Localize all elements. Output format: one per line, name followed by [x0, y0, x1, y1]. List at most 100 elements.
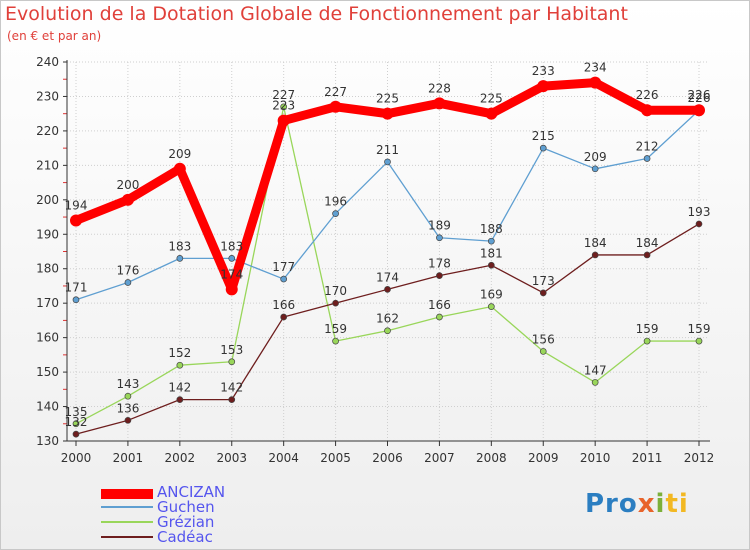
data-point-grézian [436, 313, 443, 321]
data-point-grézian [643, 337, 651, 345]
y-tick-label: 170 [36, 296, 59, 310]
data-label-grézian: 159 [324, 322, 347, 336]
legend-swatch [101, 489, 153, 499]
x-tick-label: 2004 [268, 451, 299, 465]
data-point-guchen [643, 155, 651, 162]
data-point-grézian [332, 337, 339, 345]
data-point-grézian [176, 361, 184, 369]
data-point-cadéac [280, 313, 288, 321]
data-point-cadéac [436, 272, 443, 279]
data-label-ancizan: 226 [688, 88, 711, 102]
data-point-ancizan [381, 107, 394, 120]
data-label-ancizan: 200 [116, 178, 139, 192]
data-label-cadéac: 184 [584, 236, 607, 250]
y-tick-label: 140 [36, 400, 59, 414]
data-point-ancizan [277, 114, 290, 127]
legend-swatch [101, 506, 153, 508]
data-point-cadéac [228, 396, 236, 404]
data-label-grézian: 162 [376, 312, 399, 326]
data-label-cadéac: 132 [65, 415, 88, 429]
x-tick-label: 2012 [684, 451, 715, 465]
data-point-guchen [539, 144, 547, 152]
data-point-cadéac [643, 251, 651, 259]
data-label-grézian: 143 [116, 377, 139, 391]
legend-swatch [101, 521, 153, 523]
data-label-ancizan: 225 [376, 92, 399, 106]
data-point-guchen [436, 234, 443, 242]
data-label-cadéac: 174 [376, 270, 399, 284]
data-label-ancizan: 194 [65, 198, 88, 212]
data-label-guchen: 176 [116, 264, 139, 278]
x-tick-label: 2000 [61, 451, 92, 465]
x-tick-label: 2006 [372, 451, 403, 465]
data-label-guchen: 177 [272, 260, 295, 274]
axes: 130 140 150 160 170 180 190 200 210 220 230 240 2000… [36, 55, 714, 465]
data-point-cadéac [124, 416, 132, 424]
data-label-grézian: 227 [272, 88, 295, 102]
data-point-guchen [124, 279, 132, 286]
legend-label: ANCIZAN [157, 483, 226, 501]
data-point-grézian [384, 327, 391, 335]
data-point-grézian [72, 420, 80, 428]
data-label-cadéac: 170 [324, 284, 347, 298]
line-chart: 130 140 150 160 170 180 190 200 210 220 230 240 2000… [36, 55, 714, 465]
x-tick-label: 2003 [216, 451, 247, 465]
data-point-grézian [695, 337, 703, 345]
data-label-guchen: 212 [636, 139, 659, 153]
data-point-grézian [539, 348, 547, 355]
data-label-grézian: 159 [688, 322, 711, 336]
data-label-cadéac: 166 [272, 298, 295, 312]
data-point-ancizan [641, 104, 654, 117]
y-tick-label: 160 [36, 331, 59, 345]
legend-label: Grézian [157, 513, 215, 531]
data-label-cadéac: 173 [532, 274, 555, 288]
data-label-guchen: 183 [220, 239, 243, 253]
data-point-ancizan [225, 283, 238, 296]
data-label-grézian: 135 [65, 405, 88, 419]
y-tick-label: 240 [36, 55, 59, 69]
data-label-guchen: 215 [532, 129, 555, 143]
data-point-ancizan [485, 107, 498, 120]
data-label-cadéac: 142 [168, 381, 191, 395]
data-point-ancizan [693, 104, 705, 117]
data-point-guchen [228, 255, 236, 262]
data-label-ancizan: 223 [272, 99, 295, 113]
legend-swatch [101, 536, 153, 538]
data-label-grézian: 153 [220, 343, 243, 357]
data-label-grézian: 147 [584, 363, 607, 377]
grid [67, 61, 708, 442]
data-point-guchen [72, 296, 80, 304]
data-label-ancizan: 234 [584, 61, 607, 75]
data-label-cadéac: 136 [116, 401, 139, 415]
data-label-ancizan: 174 [220, 267, 243, 281]
y-tick-label: 150 [36, 365, 59, 379]
data-label-ancizan: 228 [428, 81, 451, 95]
data-label-cadéac: 178 [428, 257, 451, 271]
chart-subtitle: (en € et par an) [7, 29, 102, 43]
data-point-ancizan [173, 162, 186, 175]
x-tick-label: 2001 [113, 451, 144, 465]
data-point-grézian [487, 303, 495, 310]
data-point-ancizan [537, 80, 550, 93]
data-label-grézian: 156 [532, 332, 555, 346]
data-point-guchen [332, 210, 339, 217]
legend-label: Guchen [157, 498, 215, 516]
data-label-ancizan: 226 [636, 88, 659, 102]
chart-title: Evolution de la Dotation Globale de Fonc… [5, 3, 628, 25]
data-point-cadéac [539, 289, 547, 297]
y-tick-label: 190 [36, 227, 59, 241]
y-tick-label: 230 [36, 89, 59, 103]
data-point-guchen [280, 275, 288, 283]
data-label-guchen: 209 [584, 150, 607, 164]
data-label-grézian: 169 [480, 288, 503, 302]
legend-label: Cadéac [157, 528, 213, 546]
data-point-ancizan [433, 97, 446, 110]
y-tick-label: 220 [36, 124, 59, 138]
data-label-cadéac: 181 [480, 246, 503, 260]
data-label-cadéac: 142 [220, 381, 243, 395]
y-tick-label: 180 [36, 262, 59, 276]
x-tick-label: 2005 [320, 451, 351, 465]
x-tick-label: 2002 [165, 451, 196, 465]
data-label-cadéac: 193 [688, 205, 711, 219]
